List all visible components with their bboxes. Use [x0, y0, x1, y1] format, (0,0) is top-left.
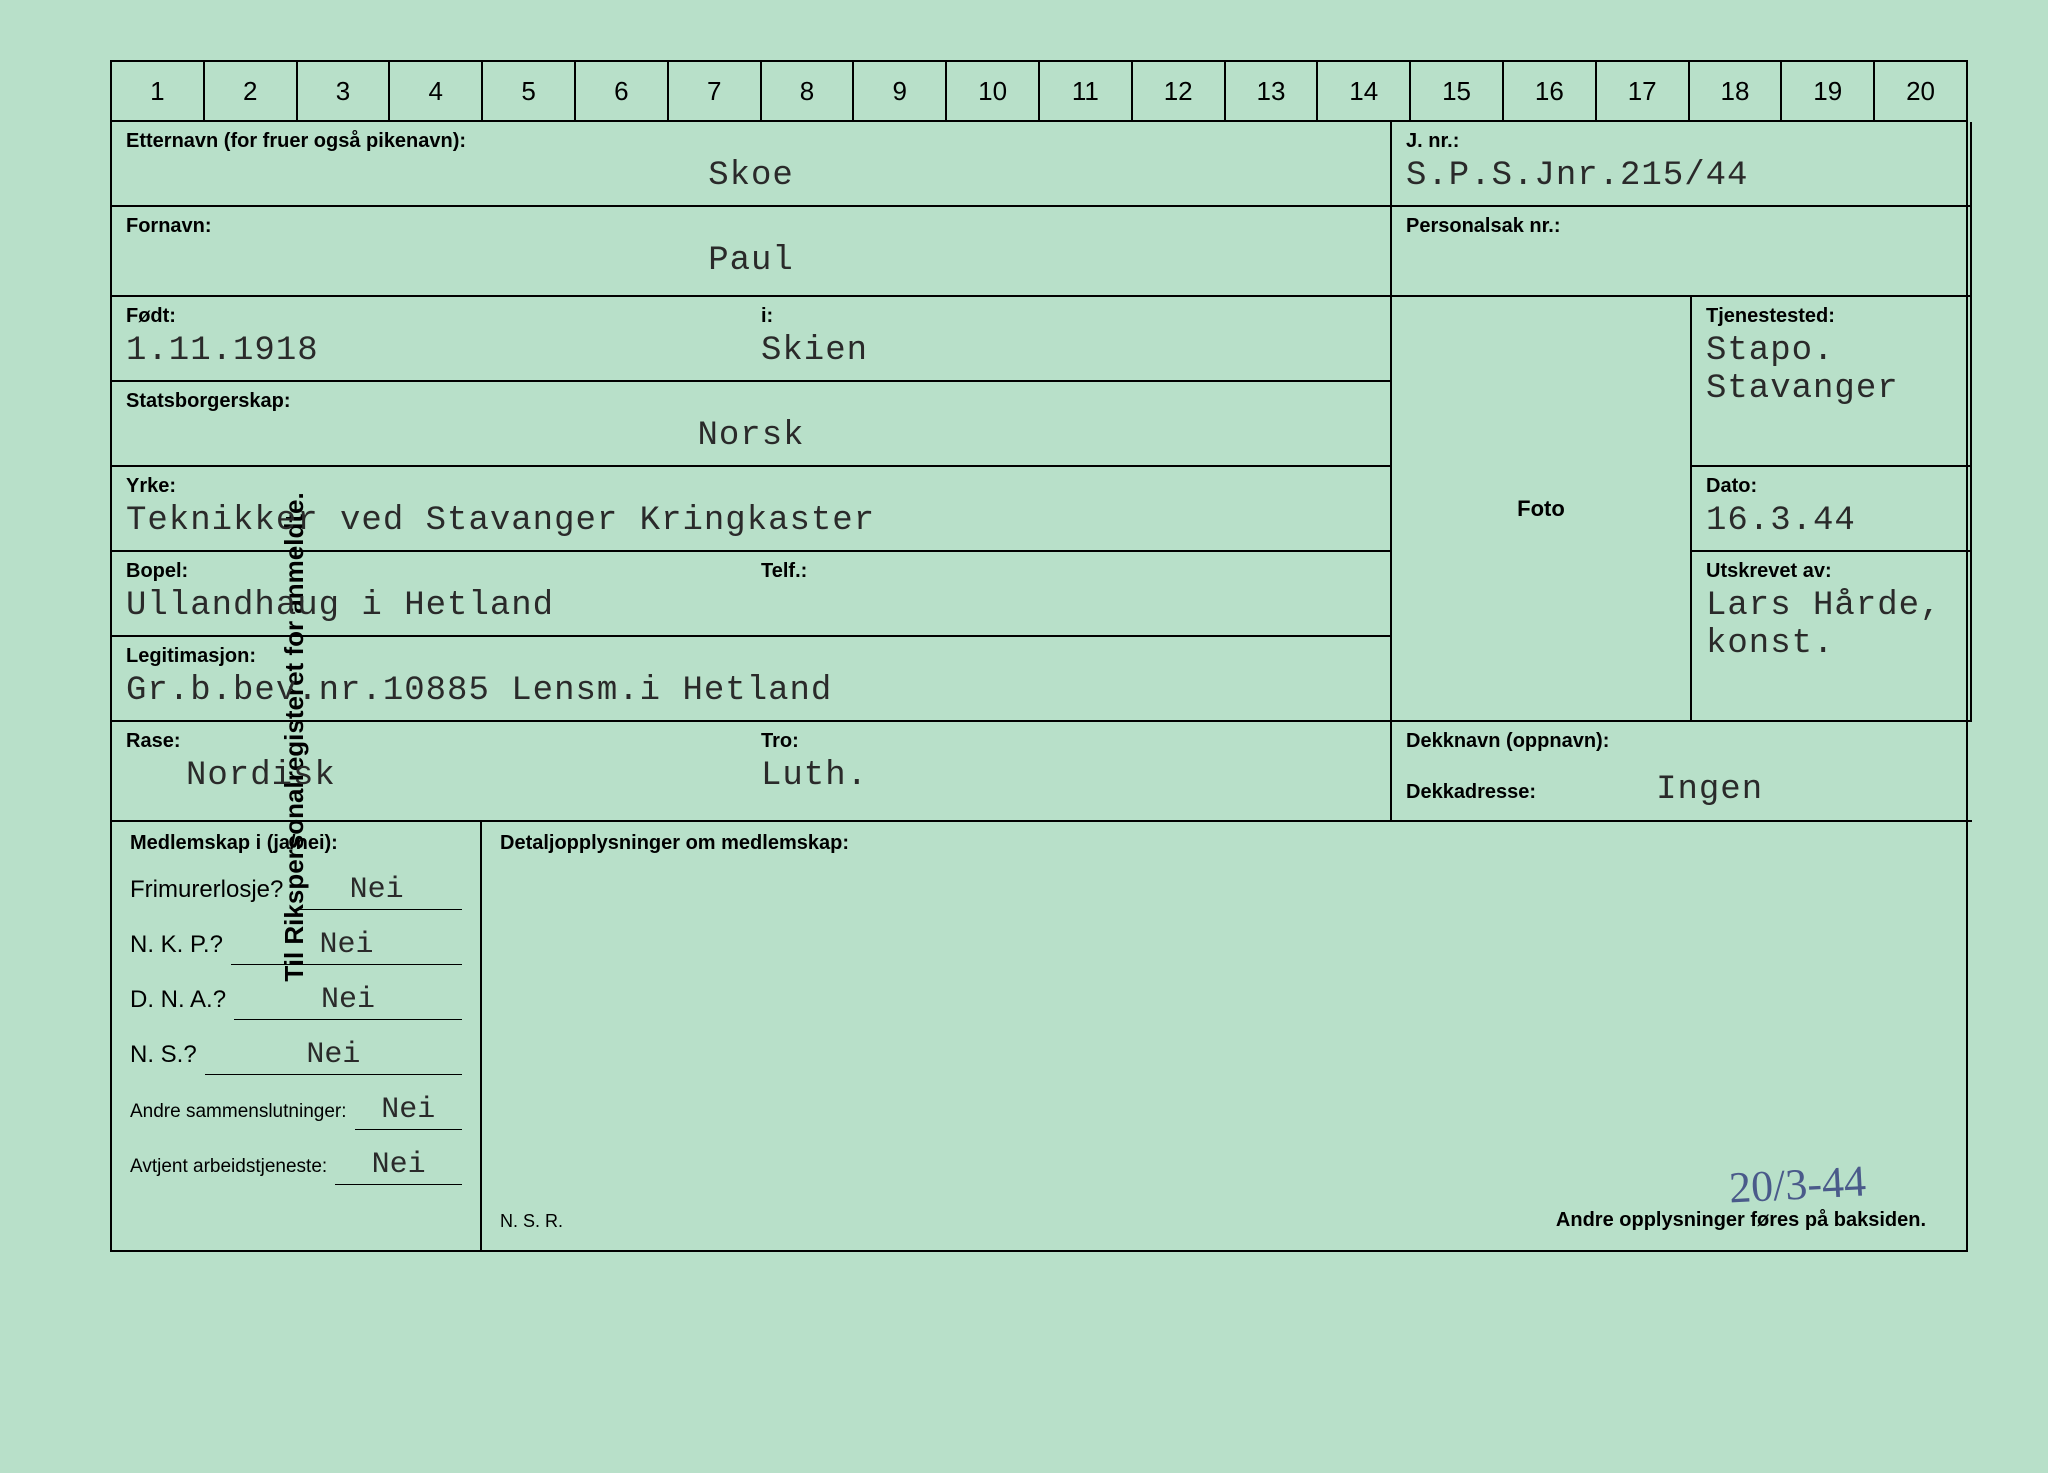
- race-faith-field: Rase: Nordisk Tro: Luth.: [112, 722, 1392, 822]
- occupation-field: Yrke: Teknikker ved Stavanger Kringkaste…: [112, 467, 1392, 552]
- mem-value: Nei: [234, 983, 462, 1020]
- citizenship-label: Statsborgerskap:: [126, 390, 1376, 413]
- legitimation-field: Legitimasjon: Gr.b.bev.nr.10885 Lensm.i …: [112, 637, 1392, 722]
- ruler-cell: 17: [1597, 62, 1690, 120]
- born-place-value: Skien: [761, 332, 1376, 370]
- ruler-cell: 14: [1318, 62, 1411, 120]
- faith-label: Tro:: [761, 730, 799, 752]
- mem-value: Nei: [231, 928, 462, 965]
- ruler-cell: 20: [1875, 62, 1966, 120]
- tjenestested-label: Tjenestested:: [1706, 305, 1956, 328]
- utskrevet-label: Utskrevet av:: [1706, 560, 1956, 583]
- ruler-cell: 11: [1040, 62, 1133, 120]
- ruler-cell: 2: [205, 62, 298, 120]
- dekknavn-label: Dekknavn (oppnavn):: [1406, 730, 1958, 753]
- race-value: Nordisk: [126, 757, 741, 795]
- occupation-label: Yrke:: [126, 475, 1376, 498]
- surname-label: Etternavn (for fruer også pikenavn):: [126, 130, 1376, 153]
- personalsak-label: Personalsak nr.:: [1406, 215, 1956, 238]
- ruler-cell: 15: [1411, 62, 1504, 120]
- mem-label: Frimurerlosje?: [130, 876, 283, 904]
- tjenestested-value: Stapo. Stavanger: [1706, 332, 1956, 408]
- firstname-label: Fornavn:: [126, 215, 1376, 238]
- residence-label: Bopel:: [126, 560, 741, 583]
- surname-field: Etternavn (for fruer også pikenavn): Sko…: [112, 122, 1392, 207]
- firstname-field: Fornavn: Paul: [112, 207, 1392, 297]
- foto-box: Foto: [1392, 297, 1692, 722]
- mem-row: Andre sammenslutninger: Nei: [130, 1093, 462, 1130]
- ruler-row: 1 2 3 4 5 6 7 8 9 10 11 12 13 14 15 16 1…: [110, 60, 1968, 122]
- born-label: Født:: [126, 305, 741, 328]
- mem-value: Nei: [291, 873, 462, 910]
- dato-label: Dato:: [1706, 475, 1956, 498]
- tjenestested-field: Tjenestested: Stapo. Stavanger: [1692, 297, 1972, 467]
- faith-value: Luth.: [761, 757, 1376, 795]
- ruler-cell: 19: [1782, 62, 1875, 120]
- dekkadresse-label: Dekkadresse:: [1406, 781, 1536, 804]
- born-field: Født: 1.11.1918 i: Skien: [112, 297, 1392, 382]
- ruler-cell: 9: [854, 62, 947, 120]
- membership-right: Detaljopplysninger om medlemskap: N. S. …: [482, 822, 1966, 1250]
- surname-value: Skoe: [126, 157, 1376, 195]
- occupation-value: Teknikker ved Stavanger Kringkaster: [126, 502, 1376, 540]
- mem-row: Avtjent arbeidstjeneste: Nei: [130, 1148, 462, 1185]
- ruler-cell: 16: [1504, 62, 1597, 120]
- mem-value: Nei: [335, 1148, 462, 1185]
- membership-section: Medlemskap i (ja/nei): Frimurerlosje? Ne…: [110, 822, 1968, 1252]
- dato-value: 16.3.44: [1706, 502, 1956, 540]
- ruler-cell: 18: [1690, 62, 1783, 120]
- mem-row: N. S.? Nei: [130, 1038, 462, 1075]
- citizenship-field: Statsborgerskap: Norsk: [112, 382, 1392, 467]
- mem-label: N. S.?: [130, 1041, 197, 1069]
- race-label: Rase:: [126, 730, 741, 753]
- ruler-cell: 6: [576, 62, 669, 120]
- mem-label: D. N. A.?: [130, 986, 226, 1014]
- ruler-cell: 3: [298, 62, 391, 120]
- dato-field: Dato: 16.3.44: [1692, 467, 1972, 552]
- ruler-cell: 1: [112, 62, 205, 120]
- registration-card: Til Rikspersonalregisteret for anmeldte.…: [0, 0, 2048, 1473]
- jnr-field: J. nr.: S.P.S.Jnr.215/44: [1392, 122, 1972, 207]
- telf-label: Telf.:: [761, 560, 807, 582]
- mem-label: N. K. P.?: [130, 931, 223, 959]
- utskrevet-value: Lars Hårde, konst.: [1706, 587, 1956, 663]
- foto-label: Foto: [1517, 496, 1565, 522]
- personalsak-field: Personalsak nr.:: [1392, 207, 1972, 297]
- dekk-field: Dekknavn (oppnavn): Dekkadresse: Ingen: [1392, 722, 1972, 822]
- residence-value: Ullandhaug i Hetland: [126, 587, 741, 625]
- ruler-cell: 10: [947, 62, 1040, 120]
- utskrevet-field: Utskrevet av: Lars Hårde, konst.: [1692, 552, 1972, 722]
- form-grid: Etternavn (for fruer også pikenavn): Sko…: [110, 122, 1968, 822]
- firstname-value: Paul: [126, 242, 1376, 280]
- ruler-cell: 12: [1133, 62, 1226, 120]
- mem-row: D. N. A.? Nei: [130, 983, 462, 1020]
- born-place-label: i:: [761, 305, 773, 327]
- ruler-cell: 8: [762, 62, 855, 120]
- ruler-cell: 4: [390, 62, 483, 120]
- handwritten-date: 20/3-44: [1728, 1155, 1867, 1213]
- mem-label: Avtjent arbeidstjeneste:: [130, 1156, 327, 1178]
- dekkadresse-value: Ingen: [1656, 771, 1763, 809]
- mem-value: Nei: [205, 1038, 462, 1075]
- ruler-cell: 5: [483, 62, 576, 120]
- born-value: 1.11.1918: [126, 332, 741, 370]
- mem-label: Andre sammenslutninger:: [130, 1101, 347, 1123]
- mem-value: Nei: [355, 1093, 463, 1130]
- ruler-cell: 7: [669, 62, 762, 120]
- legitimation-value: Gr.b.bev.nr.10885 Lensm.i Hetland: [126, 672, 1376, 710]
- nsr-label: N. S. R.: [500, 1211, 563, 1232]
- ruler-cell: 13: [1226, 62, 1319, 120]
- jnr-value: S.P.S.Jnr.215/44: [1406, 157, 1956, 195]
- jnr-label: J. nr.:: [1406, 130, 1956, 153]
- detail-header: Detaljopplysninger om medlemskap:: [500, 832, 1948, 855]
- legitimation-label: Legitimasjon:: [126, 645, 1376, 668]
- residence-field: Bopel: Ullandhaug i Hetland Telf.:: [112, 552, 1392, 637]
- citizenship-value: Norsk: [126, 417, 1376, 455]
